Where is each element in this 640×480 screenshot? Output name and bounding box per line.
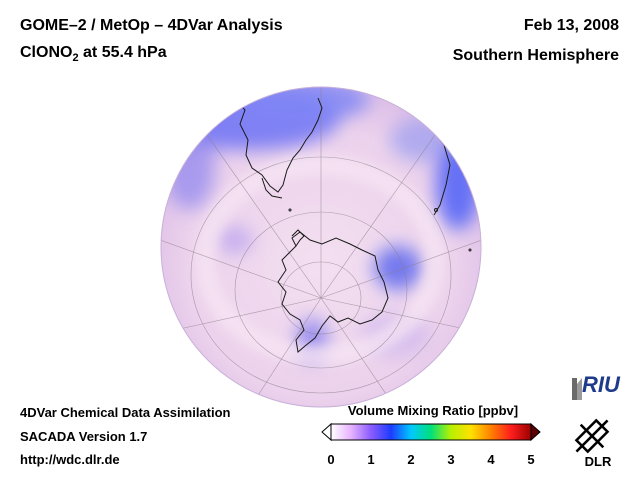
dlr-text: DLR [585,454,612,469]
dlr-logo: DLR [574,418,612,469]
colorbar-tick-label: 1 [367,452,375,467]
globe-rim [160,86,482,408]
species-subscript: 2 [72,52,79,65]
date-label: Feb 13, 2008 [523,17,619,34]
colorbar-tick-label: 0 [327,452,335,467]
graticule [161,87,481,401]
colorbar-tick-label: 3 [447,452,455,467]
footer-line-2: SACADA Version 1.7 [20,429,148,444]
footer-url[interactable]: http://wdc.dlr.de [20,452,120,467]
colorbar-max-arrow [530,422,541,442]
colorbar-ramp [330,423,532,441]
species-main: ClONO [20,44,73,61]
riu-logo: RIU [572,372,621,400]
colorbar-tick-label: 2 [407,452,415,467]
region-label: Southern Hemisphere [452,47,619,64]
colorbar-label: Volume Mixing Ratio [ppbv] [347,403,519,418]
colorbar-min-arrow [321,422,332,442]
colorbar-tick-label: 4 [487,452,495,467]
high-vmr-ring [195,155,445,365]
footer-line-1: 4DVar Chemical Data Assimilation [20,405,231,420]
colorbar-tick-label: 5 [527,452,535,467]
riu-text: RIU [582,372,621,397]
map-title: GOME–2 / MetOp – 4DVar Analysis [20,17,283,34]
species-label: ClONO2 at 55.4 hPa [20,44,167,64]
species-level: at 55.4 hPa [78,44,167,61]
